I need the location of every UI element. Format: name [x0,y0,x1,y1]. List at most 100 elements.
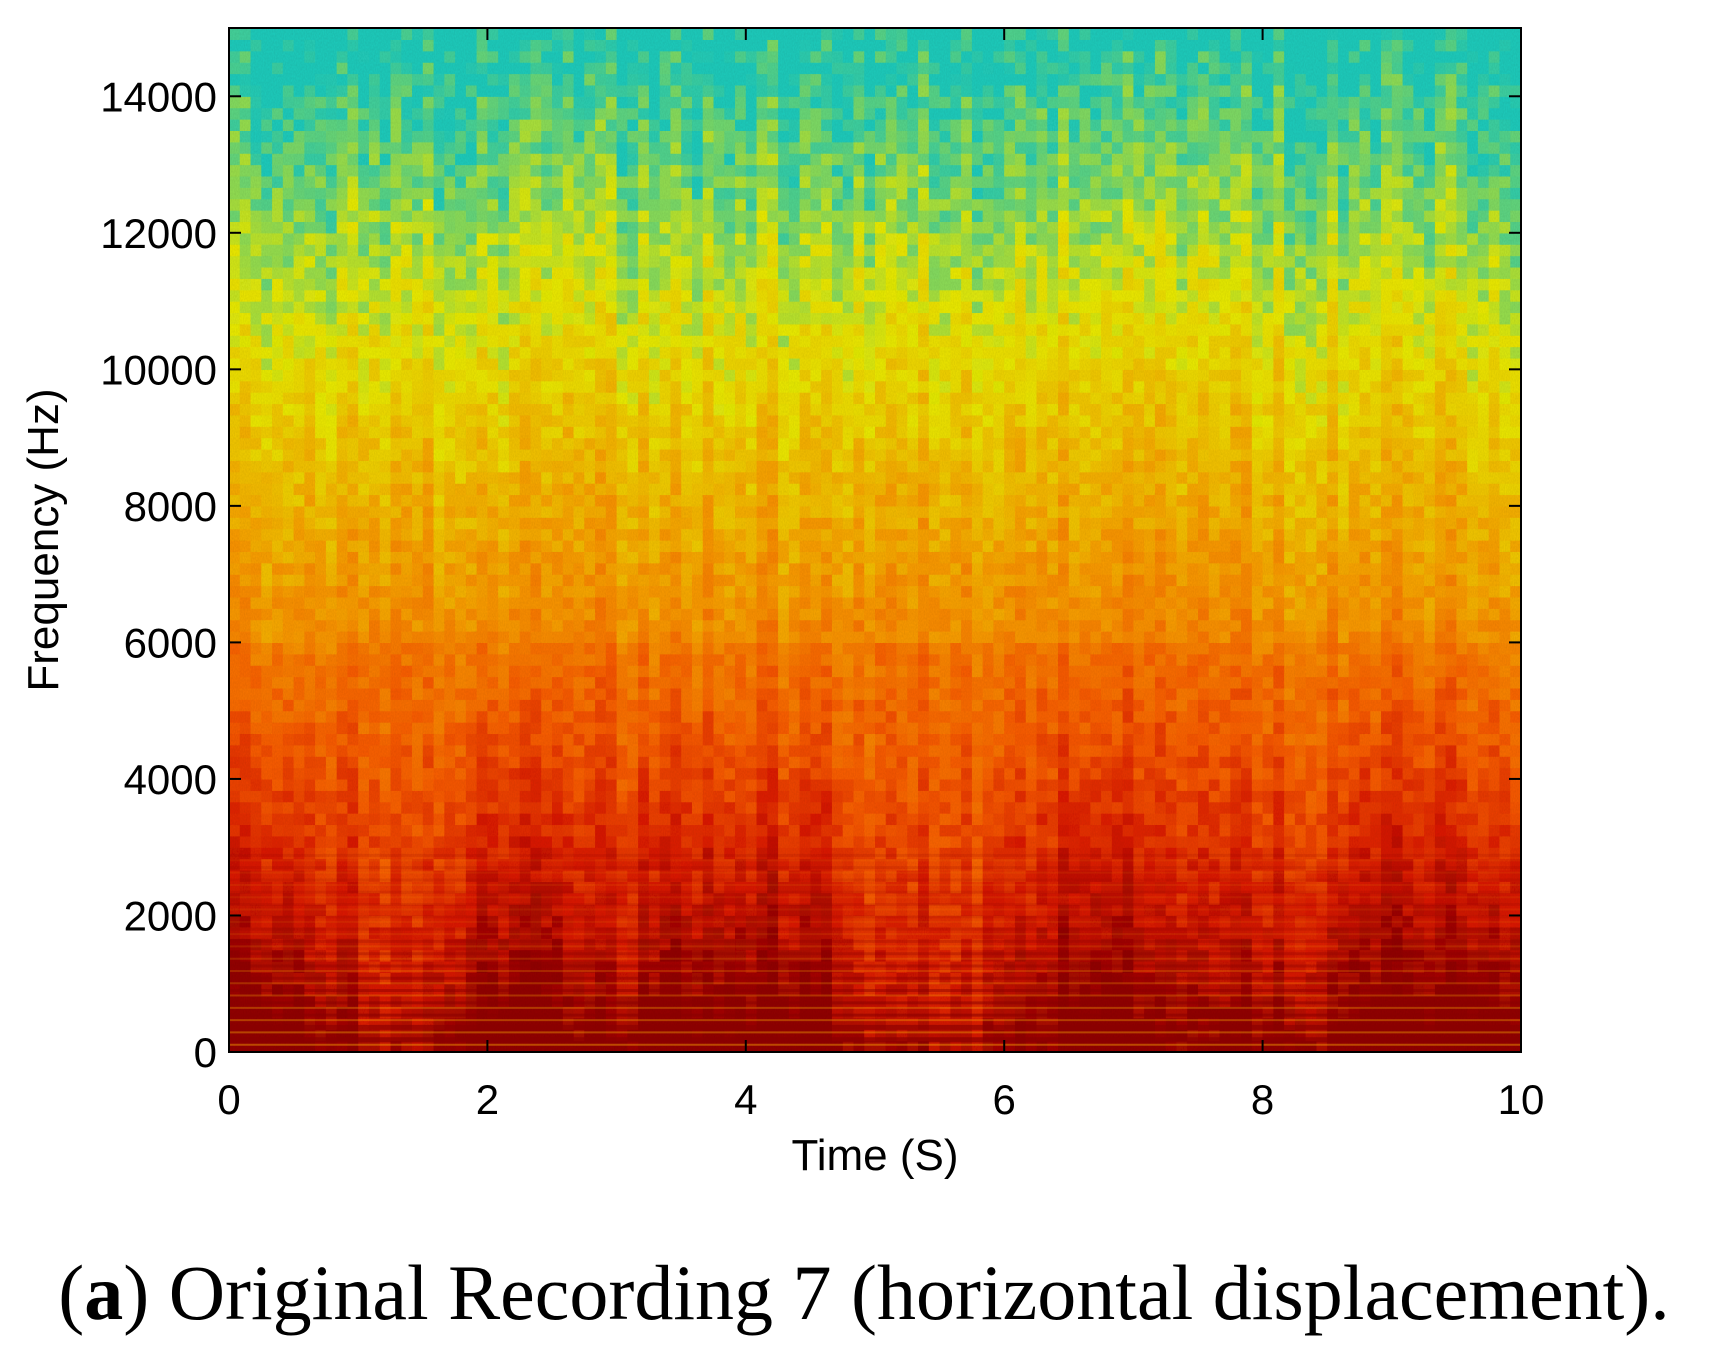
heatmap-cell [444,130,456,143]
heatmap-cell [465,426,478,439]
heatmap-cell [691,210,704,223]
heatmap-cell [433,562,445,575]
heatmap-cell [261,73,273,86]
heatmap-cell [605,528,618,541]
heatmap-cell [648,266,661,279]
heatmap-cell [638,392,650,405]
heatmap-cell [401,130,413,143]
heatmap-cell [584,1040,596,1052]
heatmap-cell [691,244,704,257]
heatmap-cell [261,517,273,530]
heatmap-cell [379,96,392,109]
heatmap-cell [336,551,349,564]
heatmap-cell [745,266,758,279]
heatmap-cell [412,210,424,223]
heatmap-cell [315,972,327,985]
heatmap-cell [315,221,327,234]
heatmap-cell [821,892,833,905]
heatmap-cell [304,73,316,86]
heatmap-cell [476,892,488,905]
heatmap-cell [670,938,682,951]
heatmap-cell [229,733,241,746]
heatmap-cell [562,517,575,530]
heatmap-cell [455,778,467,791]
heatmap-cell [530,62,542,75]
heatmap-cell [508,972,521,985]
heatmap-cell [584,471,596,484]
heatmap-cell [552,357,564,370]
heatmap-cell [562,596,575,609]
heatmap-cell [691,960,704,973]
heatmap-cell [573,39,585,52]
heatmap-cell [702,369,715,382]
heatmap-cell [605,824,618,837]
heatmap-cell [229,813,241,826]
heatmap-cell [347,107,359,120]
heatmap-cell [713,722,725,735]
heatmap-cell [401,801,413,814]
heatmap-cell [616,198,628,211]
heatmap-cell [498,119,510,131]
heatmap-cell [444,175,456,188]
heatmap-cell [745,710,758,723]
heatmap-cell [573,471,585,484]
heatmap-cell [605,983,618,996]
heatmap-cell [627,471,639,484]
heatmap-cell [476,801,488,814]
heatmap-cell [444,198,456,211]
heatmap-cell [735,517,747,530]
heatmap-cell [810,164,822,177]
heatmap-cell [412,1006,424,1019]
heatmap-cell [810,949,822,962]
heatmap-cell [573,915,585,928]
heatmap-cell [476,210,488,223]
heatmap-cell [530,574,542,587]
heatmap-cell [670,460,682,473]
heatmap-cell [724,835,736,848]
heatmap-cell [691,847,704,860]
heatmap-cell [261,653,273,666]
heatmap-cell [530,164,542,177]
heatmap-cell [261,528,273,541]
heatmap-cell [552,915,564,928]
heatmap-cell [465,608,478,621]
heatmap-cell [638,175,650,188]
heatmap-cell [681,107,693,120]
heatmap-cell [229,278,241,291]
heatmap-cell [627,551,639,564]
heatmap-cell [670,744,682,757]
heatmap-cell [498,278,510,291]
heatmap-cell [638,869,650,882]
heatmap-cell [691,585,704,598]
heatmap-cell [810,938,822,951]
heatmap-cell [745,1040,758,1052]
heatmap-cell [530,653,542,666]
heatmap-cell [691,642,704,655]
heatmap-cell [713,380,725,393]
heatmap-cell [455,414,467,427]
heatmap-cell [229,574,241,587]
heatmap-cell [304,699,316,712]
heatmap-cell [788,221,801,234]
heatmap-cell [681,892,693,905]
heatmap-cell [541,767,553,780]
heatmap-cell [401,312,413,325]
heatmap-cell [702,73,715,86]
heatmap-cell [562,790,575,803]
heatmap-cell [799,96,811,109]
heatmap-cell [465,642,478,655]
heatmap-cell [648,869,661,882]
heatmap-cell [519,574,532,587]
heatmap-cell [691,949,704,962]
heatmap-cell [519,289,532,302]
heatmap-cell [616,995,628,1008]
heatmap-cell [648,608,661,621]
heatmap-cell [325,73,338,86]
heatmap-cell [487,619,499,632]
heatmap-cell [724,323,736,336]
heatmap-cell [702,107,715,120]
heatmap-cell [616,710,628,723]
heatmap-cell [487,665,499,678]
heatmap-cell [229,1040,241,1052]
heatmap-cell [325,28,338,40]
